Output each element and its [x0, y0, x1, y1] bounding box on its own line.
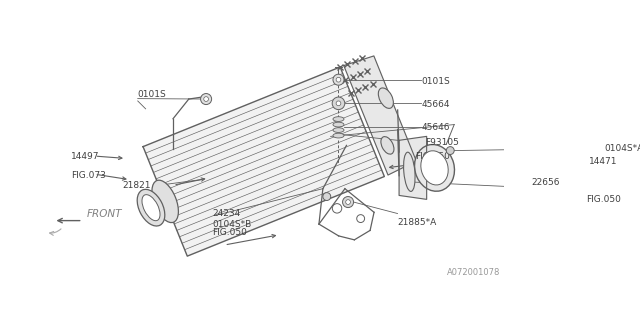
Circle shape: [342, 196, 353, 208]
Text: 45646: 45646: [421, 123, 450, 132]
Text: 14497: 14497: [71, 152, 99, 161]
Ellipse shape: [137, 189, 165, 226]
Ellipse shape: [378, 88, 394, 108]
Text: 0101S: 0101S: [138, 90, 166, 99]
Text: 0104S*A: 0104S*A: [605, 144, 640, 153]
Circle shape: [200, 93, 212, 105]
Text: FIG.050: FIG.050: [415, 152, 450, 161]
Polygon shape: [344, 56, 416, 175]
Circle shape: [323, 193, 331, 201]
Circle shape: [336, 77, 341, 82]
Text: FRONT: FRONT: [86, 209, 122, 219]
Ellipse shape: [415, 145, 454, 191]
Circle shape: [333, 74, 344, 85]
Ellipse shape: [333, 117, 344, 121]
Ellipse shape: [421, 151, 448, 185]
Ellipse shape: [333, 128, 344, 132]
Text: 0104S*B: 0104S*B: [212, 220, 252, 229]
Text: F93105: F93105: [425, 138, 459, 147]
Polygon shape: [143, 67, 385, 256]
Circle shape: [332, 204, 342, 213]
Ellipse shape: [333, 133, 344, 138]
Ellipse shape: [333, 122, 344, 127]
Circle shape: [446, 147, 454, 155]
Polygon shape: [399, 136, 427, 199]
Circle shape: [336, 101, 341, 106]
Text: 22656: 22656: [531, 178, 560, 187]
Text: 0101S: 0101S: [421, 77, 450, 86]
Text: 14471: 14471: [589, 157, 618, 166]
Circle shape: [204, 97, 209, 101]
Text: 21885*A: 21885*A: [397, 219, 436, 228]
Circle shape: [356, 215, 365, 222]
Circle shape: [346, 200, 351, 204]
Ellipse shape: [404, 152, 415, 191]
Ellipse shape: [381, 137, 394, 154]
Text: FIG.050: FIG.050: [586, 195, 621, 204]
Text: FIG.050: FIG.050: [212, 228, 248, 237]
Ellipse shape: [152, 180, 179, 223]
Text: 45664: 45664: [421, 100, 450, 109]
Text: A072001078: A072001078: [447, 268, 500, 276]
Text: FIG.073: FIG.073: [71, 171, 106, 180]
Bar: [586, 152, 634, 191]
Text: 21821: 21821: [122, 181, 150, 190]
Ellipse shape: [142, 195, 160, 221]
Circle shape: [332, 97, 345, 110]
Text: 24234: 24234: [212, 209, 241, 218]
